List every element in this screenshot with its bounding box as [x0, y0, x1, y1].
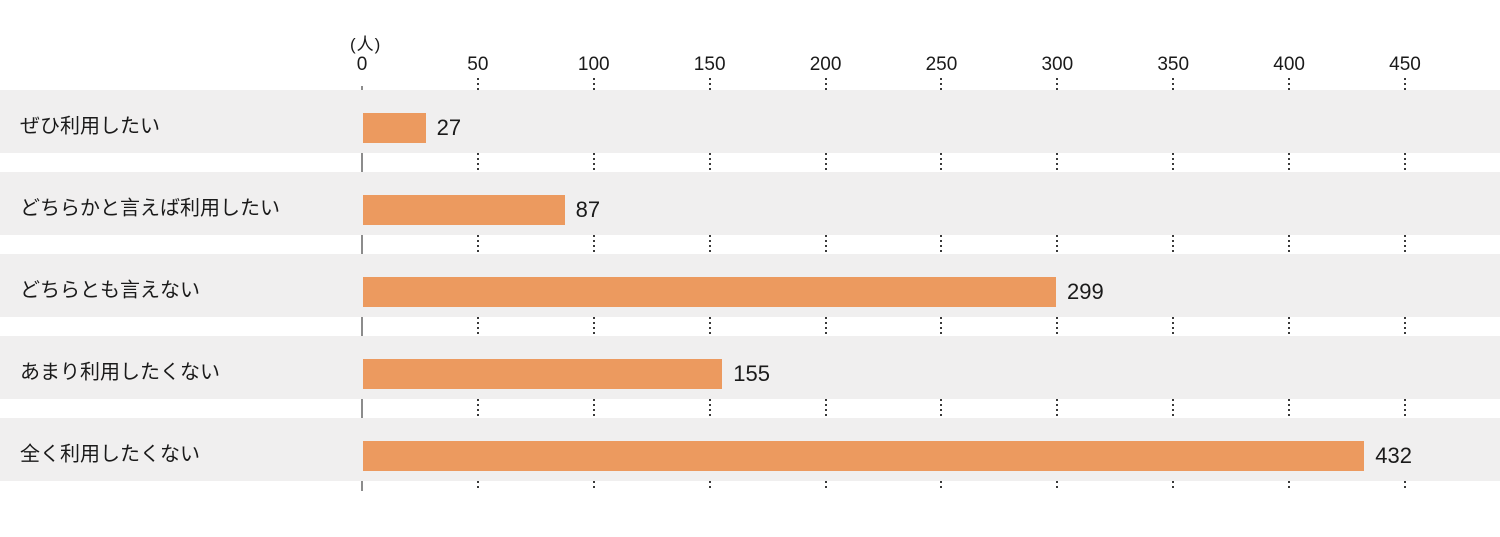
dotted-gridline: [1288, 317, 1291, 336]
dotted-gridline: [1404, 317, 1406, 336]
dotted-gridline: [1288, 481, 1291, 491]
dotted-gridline: [1056, 78, 1059, 90]
dotted-gridline: [824, 317, 827, 336]
x-tick-label: 300: [1041, 54, 1074, 75]
category-label: ぜひ利用したい: [20, 115, 160, 137]
dotted-gridline: [1172, 153, 1175, 172]
dotted-gridline: [1288, 153, 1291, 172]
dotted-gridline: [708, 153, 711, 172]
dotted-gridline: [476, 78, 479, 90]
dotted-gridline: [1056, 481, 1059, 491]
x-tick-label: 150: [693, 54, 726, 75]
dotted-gridline: [592, 235, 595, 254]
dotted-gridline: [1404, 153, 1406, 172]
dotted-gridline: [940, 317, 943, 336]
dotted-gridline: [592, 317, 595, 336]
dotted-gridline: [1172, 235, 1175, 254]
x-tick-label: 450: [1389, 54, 1421, 75]
value-label: 87: [575, 197, 601, 222]
x-tick-label: 50: [467, 54, 489, 75]
dotted-gridline: [1056, 235, 1059, 254]
dotted-gridline: [940, 78, 943, 90]
dotted-gridline: [708, 78, 711, 90]
dotted-gridline: [1288, 235, 1291, 254]
dotted-gridline: [476, 481, 479, 491]
dotted-gridline: [708, 317, 711, 336]
dotted-gridline: [824, 235, 827, 254]
x-tick-label: 200: [809, 54, 842, 75]
row-band: [0, 172, 1500, 235]
dotted-gridline: [1172, 78, 1175, 90]
x-tick-label: 350: [1157, 54, 1190, 75]
dotted-gridline: [1172, 317, 1175, 336]
dotted-gridline: [1172, 481, 1175, 491]
bar: [363, 113, 426, 143]
dotted-gridline: [708, 399, 711, 418]
value-label: 299: [1067, 279, 1104, 304]
dotted-gridline: [476, 317, 479, 336]
dotted-gridline: [824, 399, 827, 418]
value-label: 155: [733, 361, 770, 386]
dotted-gridline: [1056, 153, 1059, 172]
dotted-gridline: [824, 481, 827, 491]
dotted-gridline: [592, 153, 595, 172]
dotted-gridline: [1404, 78, 1406, 90]
dotted-gridline: [1056, 399, 1059, 418]
x-tick-label: 100: [577, 54, 610, 75]
dotted-gridline: [476, 399, 479, 418]
category-label: 全く利用したくない: [20, 443, 200, 465]
x-tick-label: 250: [925, 54, 958, 75]
dotted-gridline: [1404, 481, 1406, 491]
dotted-gridline: [592, 481, 595, 491]
bar: [363, 195, 565, 225]
dotted-gridline: [592, 78, 595, 90]
x-tick-label: 400: [1273, 54, 1305, 75]
value-label: 432: [1375, 443, 1412, 468]
value-label: 27: [436, 115, 462, 140]
dotted-gridline: [708, 481, 711, 491]
dotted-gridline: [1172, 399, 1175, 418]
bar: [363, 441, 1365, 471]
axis-unit-label: (人): [350, 35, 382, 54]
category-label: あまり利用したくない: [20, 361, 220, 383]
category-label: どちらとも言えない: [20, 279, 200, 301]
category-label: どちらかと言えば利用したい: [20, 197, 280, 219]
dotted-gridline: [940, 153, 943, 172]
dotted-gridline: [1056, 317, 1059, 336]
dotted-gridline: [1288, 78, 1291, 90]
dotted-gridline: [1288, 399, 1291, 418]
dotted-gridline: [940, 481, 943, 491]
bar: [363, 359, 723, 389]
dotted-gridline: [824, 153, 827, 172]
row-band: [0, 90, 1500, 153]
dotted-gridline: [940, 399, 943, 418]
dotted-gridline: [476, 153, 479, 172]
x-tick-label: 0: [356, 54, 368, 75]
dotted-gridline: [592, 399, 595, 418]
dotted-gridline: [476, 235, 479, 254]
row-band: [0, 336, 1500, 399]
dotted-gridline: [1404, 399, 1406, 418]
bar: [363, 277, 1056, 307]
dotted-gridline: [1404, 235, 1406, 254]
dotted-gridline: [824, 78, 827, 90]
dotted-gridline: [940, 235, 943, 254]
dotted-gridline: [708, 235, 711, 254]
